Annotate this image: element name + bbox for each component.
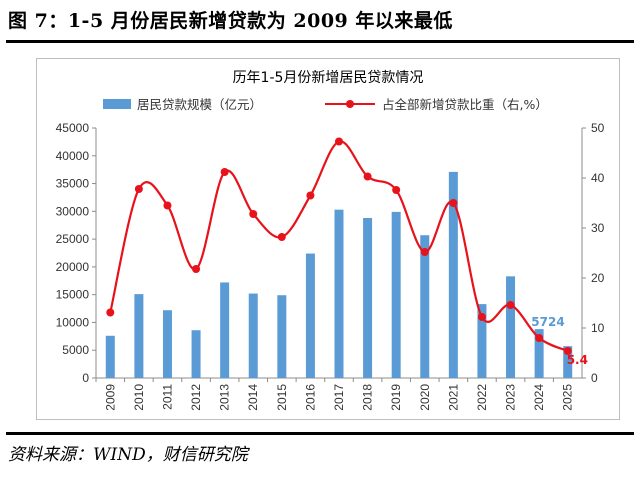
right-tick-label: 50 — [591, 121, 605, 135]
x-tick-label: 2016 — [303, 384, 317, 411]
line-point — [363, 172, 372, 181]
bar — [563, 346, 573, 378]
line-point — [249, 210, 258, 218]
line-point — [392, 186, 401, 194]
axes: 0 5000 10000 15000 20000 25000 30000 35000 40000… — [56, 121, 605, 411]
left-tick-label: 40000 — [56, 149, 90, 163]
x-tick-label: 2018 — [361, 384, 375, 411]
legend-bar-label: 居民贷款规模（亿元） — [137, 97, 262, 112]
bar-data-label: 5724 — [531, 315, 564, 329]
left-tick-label: 45000 — [56, 121, 90, 135]
legend-line-label: 占全部新增贷款比重（右,%） — [382, 97, 548, 112]
x-tick-label: 2024 — [532, 384, 546, 411]
left-tick-label: 0 — [82, 371, 89, 385]
source-note: 资料来源：WIND，财信研究院 — [8, 445, 248, 465]
line-point — [449, 199, 458, 207]
x-tick-label: 2019 — [389, 384, 403, 411]
bar — [334, 209, 344, 378]
line-point — [220, 168, 229, 176]
bar — [105, 335, 115, 378]
x-tick-label: 2021 — [446, 384, 460, 411]
line-data-label: 5.4 — [567, 353, 588, 367]
figure-title: 图 7：1-5 月份居民新增贷款为 2009 年以来最低 — [8, 10, 453, 32]
top-rule — [6, 40, 634, 43]
x-tick-label: 2022 — [475, 384, 489, 411]
x-tick-label: 2023 — [504, 384, 518, 411]
left-tick-label: 30000 — [56, 204, 90, 218]
bar — [363, 218, 373, 378]
right-tick-label: 20 — [591, 271, 605, 285]
line-point — [506, 301, 515, 309]
right-tick-label: 0 — [591, 371, 598, 385]
bar — [477, 304, 487, 378]
bar — [420, 235, 430, 378]
x-tick-label: 2025 — [561, 384, 575, 411]
bar — [134, 294, 144, 378]
bar — [506, 276, 516, 378]
x-tick-label: 2010 — [132, 384, 146, 411]
bar — [220, 282, 230, 378]
x-tick-label: 2020 — [418, 384, 432, 411]
legend-bar-swatch — [103, 99, 131, 109]
line-point — [477, 313, 486, 321]
line-point — [106, 308, 115, 317]
line-point — [192, 265, 201, 273]
left-tick-label: 35000 — [56, 177, 90, 191]
bar — [391, 211, 401, 378]
right-tick-label: 30 — [591, 221, 605, 235]
chart-frame — [36, 58, 620, 420]
line-point — [306, 191, 315, 200]
right-tick-label: 40 — [591, 171, 605, 185]
x-tick-label: 2009 — [103, 384, 117, 411]
bar — [305, 253, 315, 378]
bar — [162, 310, 172, 378]
bar — [448, 171, 458, 378]
x-tick-label: 2014 — [246, 384, 260, 411]
bar — [248, 293, 258, 378]
line-point — [563, 347, 572, 355]
x-tick-label: 2017 — [332, 384, 346, 411]
right-tick-label: 10 — [591, 321, 605, 335]
bottom-rule — [6, 432, 634, 435]
x-tick-label: 2011 — [160, 384, 174, 410]
chart-title: 历年1-5月份新增居民贷款情况 — [233, 70, 424, 86]
left-tick-label: 15000 — [56, 288, 90, 302]
line-point — [277, 233, 286, 241]
left-tick-label: 10000 — [56, 315, 90, 329]
line-point — [535, 334, 544, 342]
bar — [534, 329, 544, 378]
legend-line-marker — [346, 100, 354, 108]
line-series — [106, 137, 572, 355]
line-point — [420, 248, 429, 256]
line-point — [163, 201, 172, 210]
data-labels: 5724 5.4 — [531, 315, 588, 367]
left-tick-label: 25000 — [56, 232, 90, 246]
x-tick-label: 2015 — [275, 384, 289, 411]
left-tick-label: 20000 — [56, 260, 90, 274]
bar — [191, 330, 201, 378]
x-tick-label: 2013 — [218, 384, 232, 411]
bar-series — [105, 171, 573, 378]
bar — [277, 295, 287, 378]
line-point — [335, 137, 343, 146]
left-tick-label: 5000 — [62, 343, 89, 357]
line-point — [134, 185, 143, 193]
x-tick-label: 2012 — [189, 384, 203, 411]
